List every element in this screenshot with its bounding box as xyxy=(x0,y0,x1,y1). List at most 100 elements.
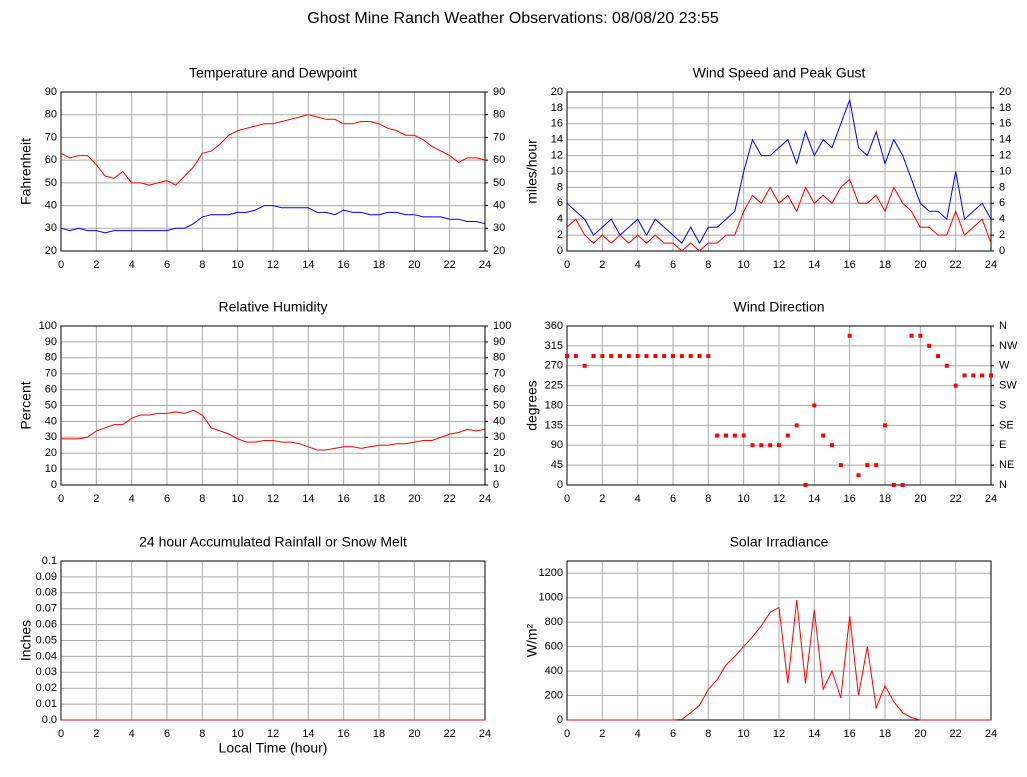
y-tick-label: 70 xyxy=(45,368,57,380)
data-point xyxy=(706,354,711,359)
x-tick-label: 4 xyxy=(635,728,641,740)
x-tick-label: 24 xyxy=(479,259,491,271)
y-tick-label: 90 xyxy=(45,336,57,348)
x-tick-label: 22 xyxy=(950,259,962,271)
y2-tick-label: 10 xyxy=(999,165,1011,177)
y-tick-label: 0.0 xyxy=(42,714,57,726)
y-tick-label: 315 xyxy=(545,340,563,352)
x-tick-label: 12 xyxy=(773,728,785,740)
y2-tick-label: 8 xyxy=(999,181,1005,193)
plot-frame xyxy=(60,91,486,252)
x-tick-label: 24 xyxy=(479,728,491,740)
y-tick-label: 60 xyxy=(45,384,57,396)
data-point xyxy=(591,354,596,359)
data-point xyxy=(838,463,843,468)
data-point xyxy=(732,433,737,438)
data-point xyxy=(679,354,684,359)
y-tick-label: 400 xyxy=(545,665,563,677)
data-point xyxy=(759,443,764,448)
x-tick-label: 20 xyxy=(914,493,926,505)
x-tick-label: 16 xyxy=(338,728,350,740)
y-tick-label: 0.05 xyxy=(36,634,57,646)
y-axis-label: Percent xyxy=(18,381,34,429)
x-tick-label: 4 xyxy=(635,259,641,271)
x-tick-label: 6 xyxy=(670,493,676,505)
data-point xyxy=(697,354,702,359)
y2-tick-label: 70 xyxy=(493,368,505,380)
x-tick-label: 20 xyxy=(914,259,926,271)
x-tick-label: 8 xyxy=(199,493,205,505)
x-tick-label: 14 xyxy=(302,493,314,505)
y-tick-label: 8 xyxy=(557,181,563,193)
x-tick-label: 0 xyxy=(564,493,570,505)
y-tick-label: 20 xyxy=(45,447,57,459)
y-tick-label: 30 xyxy=(45,222,57,234)
x-tick-label: 18 xyxy=(879,728,891,740)
y-tick-label: 600 xyxy=(545,641,563,653)
x-tick-label: 12 xyxy=(773,493,785,505)
x-tick-label: 14 xyxy=(302,259,314,271)
data-point xyxy=(821,433,826,438)
plot-frame xyxy=(566,325,992,486)
x-tick-label: 14 xyxy=(808,259,820,271)
data-point xyxy=(635,354,640,359)
y-tick-label: 50 xyxy=(45,177,57,189)
x-tick-label: 2 xyxy=(93,493,99,505)
data-point xyxy=(918,333,923,338)
x-tick-label: 10 xyxy=(232,728,244,740)
data-point xyxy=(777,443,781,448)
y2-tick-label: NE xyxy=(999,459,1014,471)
x-tick-label: 2 xyxy=(599,259,605,271)
y-tick-label: 80 xyxy=(45,109,57,121)
data-point xyxy=(573,354,578,359)
y-tick-label: 90 xyxy=(45,86,57,98)
y2-tick-label: 14 xyxy=(999,134,1011,146)
x-tick-label: 14 xyxy=(302,728,314,740)
data-point xyxy=(856,473,861,478)
chart-title: 24 hour Accumulated Rainfall or Snow Mel… xyxy=(139,534,407,550)
plot-frame xyxy=(60,325,486,486)
y2-tick-label: E xyxy=(999,439,1006,451)
x-tick-label: 16 xyxy=(844,259,856,271)
x-tick-label: 18 xyxy=(373,728,385,740)
plot-frame xyxy=(566,560,992,721)
data-point xyxy=(565,354,569,359)
data-point xyxy=(953,383,958,388)
x-tick-label: 10 xyxy=(738,728,750,740)
y2-tick-label: 40 xyxy=(493,415,505,427)
chart-title: Wind Speed and Peak Gust xyxy=(693,65,866,81)
y-tick-label: 0 xyxy=(557,245,563,257)
x-tick-label: 6 xyxy=(164,493,170,505)
x-tick-label: 6 xyxy=(164,728,170,740)
y-tick-label: 1200 xyxy=(539,567,563,579)
x-tick-label: 2 xyxy=(93,259,99,271)
y-tick-label: 80 xyxy=(45,352,57,364)
y-tick-label: 225 xyxy=(545,380,563,392)
data-point xyxy=(794,423,799,428)
data-point xyxy=(865,463,870,468)
y2-tick-label: 20 xyxy=(999,86,1011,98)
x-tick-label: 16 xyxy=(844,728,856,740)
x-tick-label: 2 xyxy=(599,493,605,505)
y2-tick-label: 18 xyxy=(999,102,1011,114)
x-tick-label: 18 xyxy=(879,493,891,505)
x-tick-label: 22 xyxy=(444,493,456,505)
y-tick-label: 135 xyxy=(545,419,563,431)
y2-tick-label: N xyxy=(999,320,1007,332)
y-axis-label: Inches xyxy=(18,620,34,661)
x-tick-label: 20 xyxy=(408,493,420,505)
x-tick-label: 22 xyxy=(950,493,962,505)
x-tick-label: 10 xyxy=(738,259,750,271)
y2-tick-label: 50 xyxy=(493,177,505,189)
x-tick-label: 16 xyxy=(844,493,856,505)
page-title: Ghost Mine Ranch Weather Observations: 0… xyxy=(307,10,719,27)
y-tick-label: 0.03 xyxy=(36,666,57,678)
x-tick-label: 2 xyxy=(93,728,99,740)
data-point xyxy=(724,433,728,438)
data-point xyxy=(653,354,658,359)
x-tick-label: 10 xyxy=(738,493,750,505)
data-point xyxy=(688,354,693,359)
y-axis-label: Fahrenheit xyxy=(18,138,34,205)
y2-tick-label: NW xyxy=(999,340,1018,352)
data-line xyxy=(61,409,486,451)
